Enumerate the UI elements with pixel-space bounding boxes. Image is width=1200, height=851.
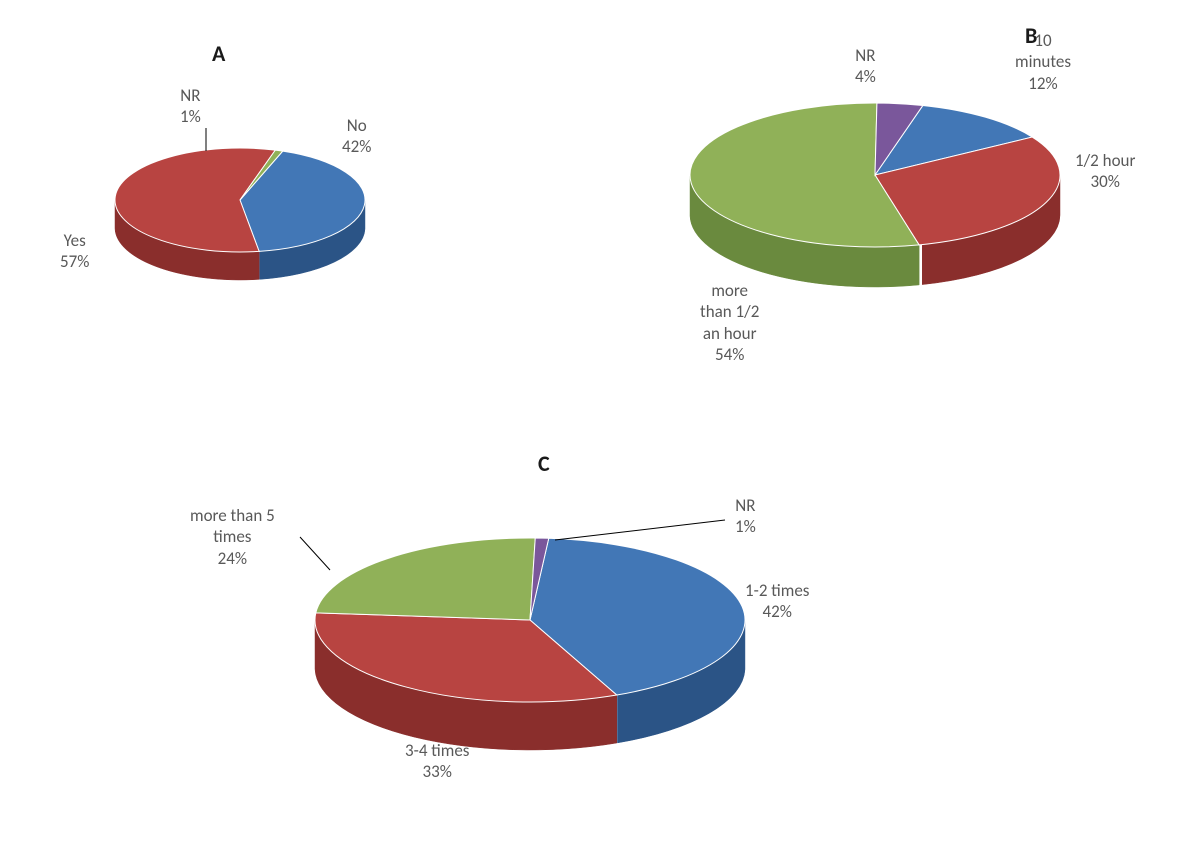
slice-label: more than 1/2 an hour 54% <box>700 280 759 365</box>
leader-lines <box>0 0 1200 851</box>
slice-label: 3-4 times 33% <box>405 740 469 783</box>
slice-label: NR 1% <box>180 85 201 128</box>
slice-label: Yes 57% <box>60 230 89 273</box>
slice-label: 10 minutes 12% <box>1015 30 1071 94</box>
leader-line <box>300 537 330 570</box>
leader-line <box>555 520 725 540</box>
slice-label: No 42% <box>342 115 371 158</box>
slice-label: 1-2 times 42% <box>745 580 809 623</box>
slice-label: NR 4% <box>855 45 876 88</box>
slice-label: more than 5 times 24% <box>190 505 275 569</box>
slice-label: NR 1% <box>735 495 756 538</box>
slice-label: 1/2 hour 30% <box>1075 150 1135 193</box>
